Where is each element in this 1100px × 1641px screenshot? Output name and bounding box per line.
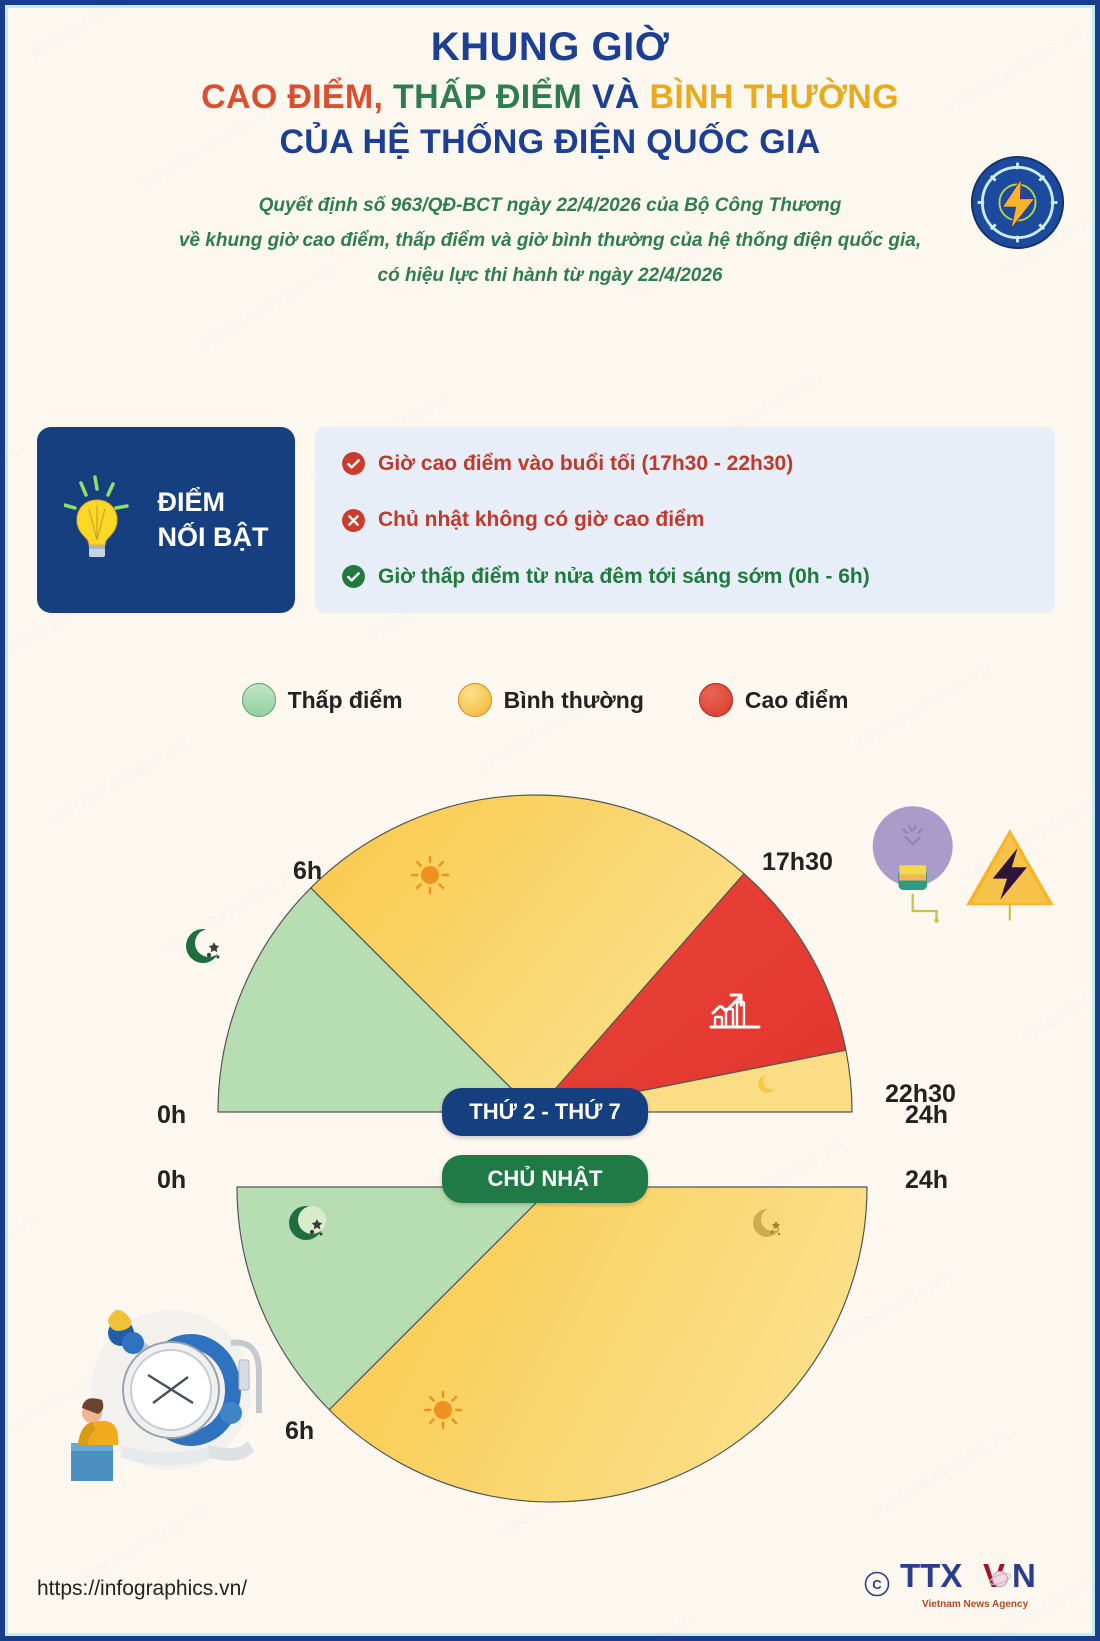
svg-text:TTX: TTX: [900, 1557, 962, 1594]
svg-text:C: C: [872, 1577, 882, 1592]
svg-text:Vietnam News Agency: Vietnam News Agency: [922, 1599, 1029, 1610]
svg-text:N: N: [1012, 1557, 1036, 1594]
